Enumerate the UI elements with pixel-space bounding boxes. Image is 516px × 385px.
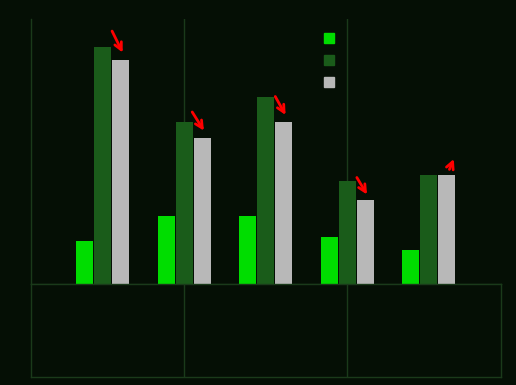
Bar bbox=[438, 175, 455, 284]
Bar bbox=[194, 138, 211, 284]
Bar bbox=[257, 97, 275, 284]
Bar bbox=[76, 241, 93, 284]
Bar bbox=[420, 175, 437, 284]
Bar bbox=[321, 238, 338, 284]
Bar bbox=[239, 216, 256, 284]
Bar bbox=[112, 60, 129, 284]
Bar bbox=[402, 250, 420, 284]
Bar bbox=[94, 47, 111, 284]
Bar bbox=[158, 216, 175, 284]
Bar bbox=[357, 200, 374, 284]
Bar bbox=[275, 122, 292, 284]
Bar bbox=[176, 122, 193, 284]
Bar bbox=[338, 181, 356, 284]
